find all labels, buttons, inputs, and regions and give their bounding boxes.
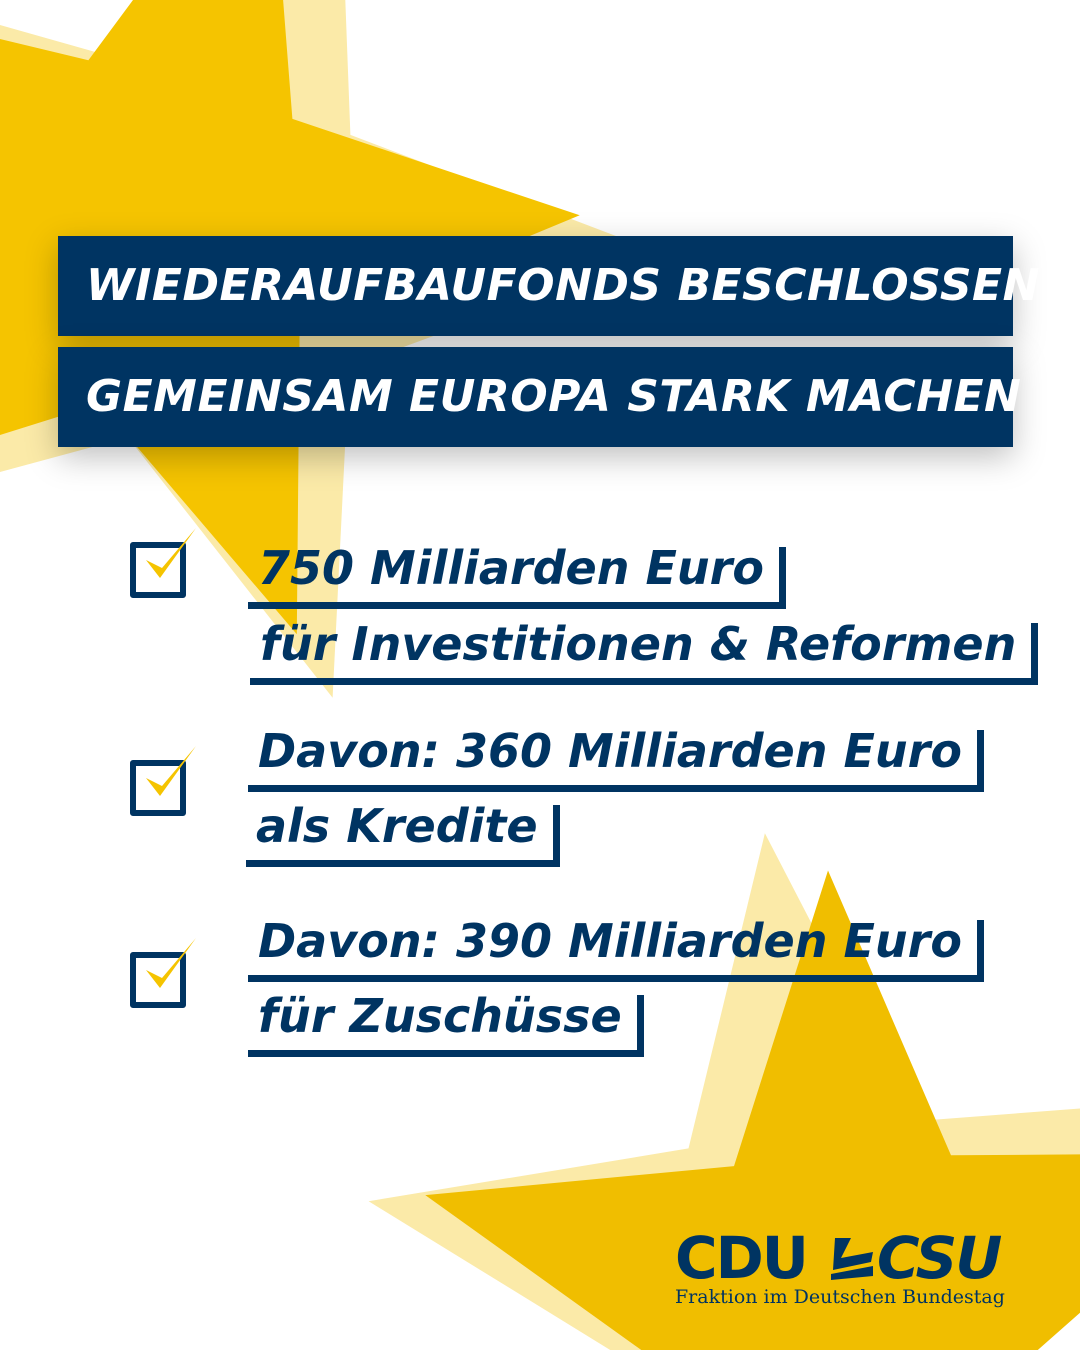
item-1-line-1: 750 Milliarden Euro <box>248 540 786 609</box>
headline-banner-1: WIEDERAUFBAUFONDS BESCHLOSSEN <box>58 236 1039 336</box>
svg-text:CSU: CSU <box>877 1230 1001 1284</box>
headline-banner-2: GEMEINSAM EUROPA STARK MACHEN <box>58 347 1021 447</box>
cdu-csu-logo: CDU CSU Fraktion im Deutschen Bundestag <box>675 1230 1020 1308</box>
item-2-line-2: als Kredite <box>246 798 560 867</box>
checkbox-checked-icon <box>130 746 196 816</box>
item-3-line-1: Davon: 390 Milliarden Euro <box>248 913 984 982</box>
checkbox-checked-icon <box>130 938 196 1008</box>
cdu-csu-wordmark: CDU CSU <box>675 1230 1003 1284</box>
checkbox-checked-icon <box>130 528 196 598</box>
item-2-line-1: Davon: 360 Milliarden Euro <box>248 723 984 792</box>
svg-text:CDU: CDU <box>675 1230 807 1284</box>
item-1-line-2: für Investitionen & Reformen <box>250 616 1039 685</box>
logo-subtitle: Fraktion im Deutschen Bundestag <box>675 1286 1005 1308</box>
item-3-line-2: für Zuschüsse <box>248 988 644 1057</box>
star-bottom-right <box>425 870 1080 1350</box>
